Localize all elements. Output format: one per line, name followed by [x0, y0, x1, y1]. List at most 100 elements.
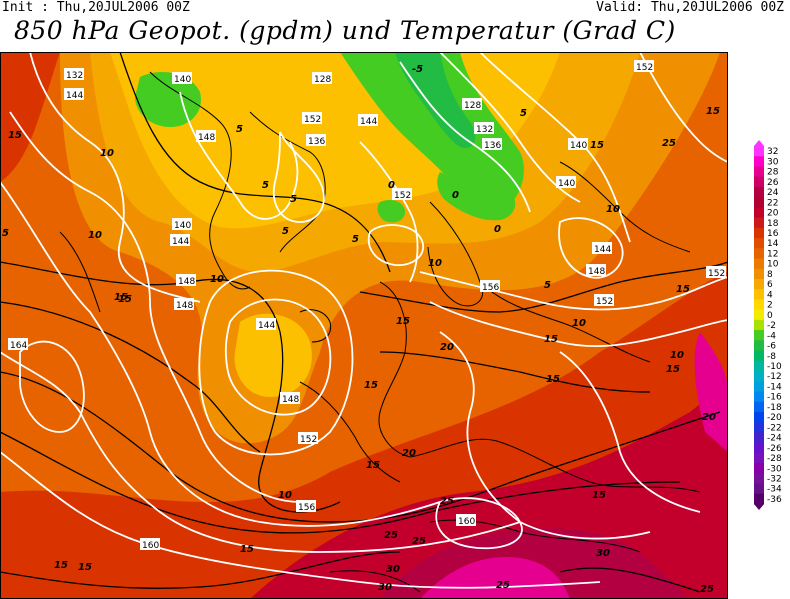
legend-swatch — [754, 289, 764, 300]
legend-swatch — [754, 319, 764, 331]
temp-label: 30 — [386, 564, 400, 575]
legend-label: 30 — [767, 157, 779, 167]
legend-label: 6 — [767, 280, 773, 290]
temp-label: 20 — [702, 412, 716, 423]
svg-text:156: 156 — [482, 283, 499, 293]
temp-label: 15 — [544, 334, 558, 345]
legend-swatch — [754, 401, 764, 413]
legend-swatch — [754, 156, 764, 167]
legend-label: -4 — [767, 331, 776, 341]
gph-label: 148 — [176, 274, 196, 287]
temp-label: 15 — [8, 130, 22, 141]
temp-label: 5 — [544, 280, 551, 291]
legend-swatch — [754, 432, 764, 444]
isotherms — [0, 52, 728, 593]
gph-label: 140 — [556, 176, 576, 189]
svg-text:152: 152 — [304, 115, 321, 125]
svg-text:152: 152 — [708, 269, 725, 279]
gph-label: 152 — [634, 60, 654, 73]
gph-label: 148 — [280, 392, 300, 405]
legend-swatch — [754, 391, 764, 403]
temp-label: 10 — [428, 258, 442, 269]
gph-label: 156 — [480, 280, 500, 293]
legend-label: -32 — [767, 474, 782, 484]
legend-label: -18 — [767, 403, 782, 413]
temp-label: 15 — [366, 460, 380, 471]
gph-label: 148 — [174, 298, 194, 311]
legend-label: -12 — [767, 372, 782, 382]
legend-label: 26 — [767, 178, 779, 188]
temp-label: -5 — [412, 64, 423, 75]
legend-label: -34 — [767, 485, 782, 495]
temp-label: 10 — [670, 350, 684, 361]
legend-label: 0 — [767, 311, 773, 321]
temp-label: 10 — [606, 204, 620, 215]
legend-label: -14 — [767, 382, 782, 392]
temp-label: 10 — [100, 148, 114, 159]
legend-swatch — [754, 166, 764, 178]
legend-swatch — [754, 330, 764, 341]
gph-label: 144 — [592, 242, 612, 255]
cold-pool-scandinavia — [437, 172, 516, 221]
legend-label: -24 — [767, 434, 782, 444]
temp-label: 15 — [118, 294, 132, 305]
svg-text:144: 144 — [360, 117, 377, 127]
svg-text:148: 148 — [178, 277, 195, 287]
gph-label: 128 — [312, 72, 332, 85]
legend-swatch — [754, 207, 764, 219]
legend-label: -22 — [767, 423, 782, 433]
color-legend: 32302826242220181614121086420-2-4-6-8-10… — [754, 140, 782, 510]
legend-swatch — [754, 258, 764, 270]
legend-swatch — [754, 248, 764, 260]
svg-text:152: 152 — [300, 435, 317, 445]
temperature-zone-low-center — [234, 313, 312, 397]
gph-label: 136 — [306, 134, 326, 147]
temp-label: 15 — [706, 106, 720, 117]
legend-arrow-top — [754, 140, 764, 146]
gph-label: 136 — [482, 138, 502, 151]
legend-label: -30 — [767, 464, 782, 474]
gph-label: 140 — [568, 138, 588, 151]
legend-swatch — [754, 360, 764, 372]
legend-label: 22 — [767, 198, 778, 208]
legend-swatch — [754, 176, 764, 188]
temp-label: 15 — [240, 544, 254, 555]
gph-label: 144 — [170, 234, 190, 247]
legend-swatch — [754, 350, 764, 362]
gph-label: 144 — [64, 88, 84, 101]
legend-swatch — [754, 186, 764, 198]
legend-label: 4 — [767, 290, 773, 300]
svg-text:132: 132 — [476, 125, 493, 135]
gph-label: 148 — [196, 130, 216, 143]
legend-swatch — [754, 309, 764, 321]
gph-label: 132 — [474, 122, 494, 135]
cold-pool-north — [340, 52, 524, 213]
temp-label: 0 — [452, 190, 459, 201]
temp-label: 10 — [88, 230, 102, 241]
legend-swatch — [754, 217, 764, 229]
temp-label: 5 — [290, 194, 297, 205]
temp-label: 20 — [402, 448, 416, 459]
svg-text:144: 144 — [66, 91, 83, 101]
gph-label: 144 — [256, 318, 276, 331]
valid-time: Valid: Thu,20JUL2006 00Z — [596, 0, 784, 15]
legend-label: 12 — [767, 249, 778, 259]
legend-label: 20 — [767, 209, 779, 219]
legend-label: -10 — [767, 362, 782, 372]
gph-label: 128 — [462, 98, 482, 111]
weather-map: 132 140 144 128 148 152 136 144 140 144 … — [0, 52, 728, 599]
legend-label: 14 — [767, 239, 779, 249]
temp-label: 5 — [282, 226, 289, 237]
svg-text:144: 144 — [258, 321, 275, 331]
legend-swatch — [754, 411, 764, 423]
gph-label: 152 — [302, 112, 322, 125]
legend-swatch — [754, 371, 764, 382]
temp-label: 15 — [114, 292, 128, 303]
legend-label: 10 — [767, 260, 779, 270]
temp-label: 25 — [662, 138, 676, 149]
legend-swatch — [754, 493, 764, 505]
svg-text:152: 152 — [596, 297, 613, 307]
svg-text:148: 148 — [588, 267, 605, 277]
temp-label: 25 — [700, 584, 714, 595]
legend-label: 24 — [767, 188, 779, 198]
